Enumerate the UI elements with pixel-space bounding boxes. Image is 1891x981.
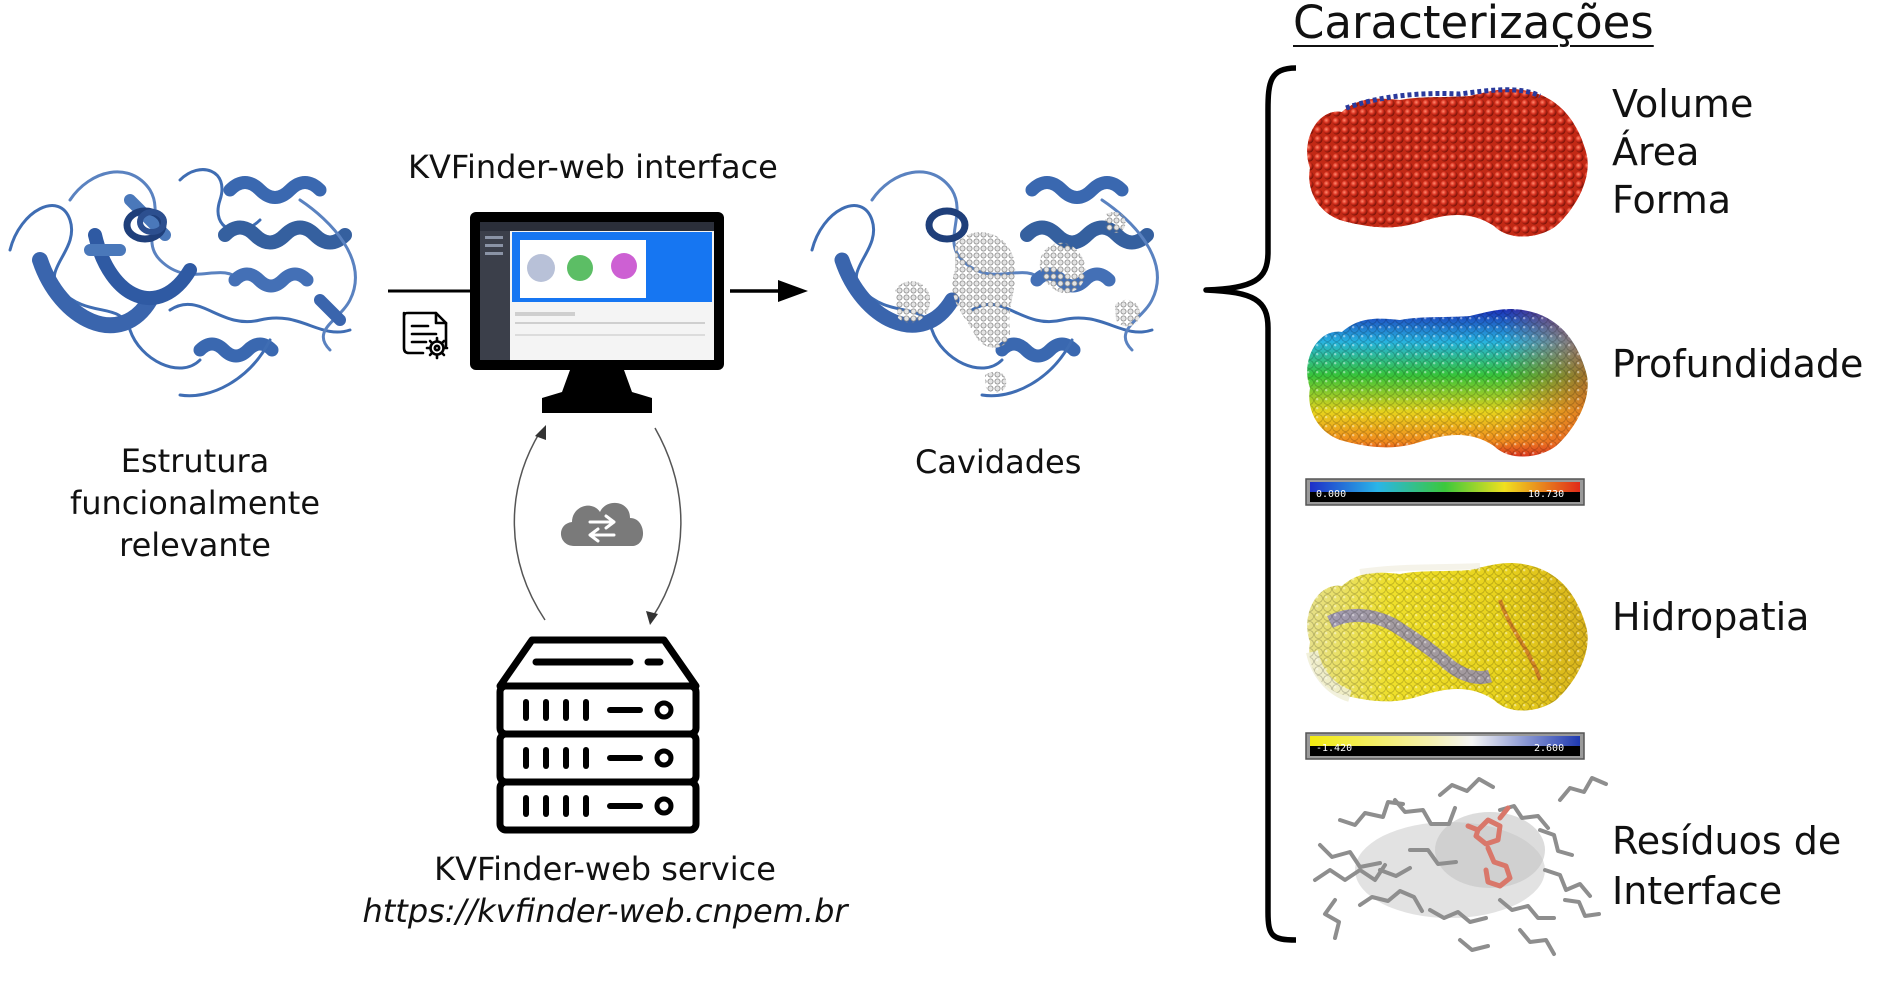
hydropathy-color-bar [1305,732,1585,760]
monitor-icon [470,212,724,413]
cavities-label: Cavidades [915,443,1082,481]
protein-structure-icon [8,168,357,398]
depth-label: Profundidade [1612,342,1864,386]
volume-label: Volume [1612,82,1754,126]
shape-label: Forma [1612,178,1732,222]
service-label: KVFinder-web service [434,850,776,888]
interface-residues-line2: Interface [1612,869,1783,913]
hydropathy-label: Hidropatia [1612,595,1810,639]
document-settings-icon [402,311,449,360]
structure-label-line3: relevante [119,526,271,564]
volume-cavity-icon [1307,87,1588,237]
structure-label-line1: Estrutura [120,442,270,480]
arrow-to-cavities [730,280,808,302]
interface-residues-label: Resíduos de Interface [1612,816,1841,916]
hydropathy-scale-max: 2.600 [1534,743,1565,754]
hydropathy-cavity-icon [1306,563,1588,711]
area-label: Área [1612,130,1700,174]
structure-label: Estrutura funcionalmente relevante [40,440,350,566]
interface-label: KVFinder-web interface [408,148,778,186]
depth-color-bar [1305,478,1585,506]
hydropathy-scale-min: -1.420 [1316,743,1353,754]
service-url: https://kvfinder-web.cnpem.br [362,892,848,930]
data-exchange-arrows [513,425,682,625]
characterizations-title: Caracterizações [1293,0,1654,49]
interface-residues-line1: Resíduos de [1612,819,1842,863]
protein-cavities-icon [810,170,1159,398]
brace-icon [1203,65,1297,943]
interface-residues-icon [1313,776,1608,956]
cloud-transfer-icon [560,502,644,546]
depth-scale-max: 10.730 [1528,489,1565,500]
depth-cavity-icon [1307,309,1588,457]
volume-area-shape-labels: Volume Área Forma [1612,80,1753,224]
structure-label-line2: funcionalmente [69,484,321,522]
depth-scale-min: 0.000 [1316,489,1347,500]
server-icon [496,636,700,834]
